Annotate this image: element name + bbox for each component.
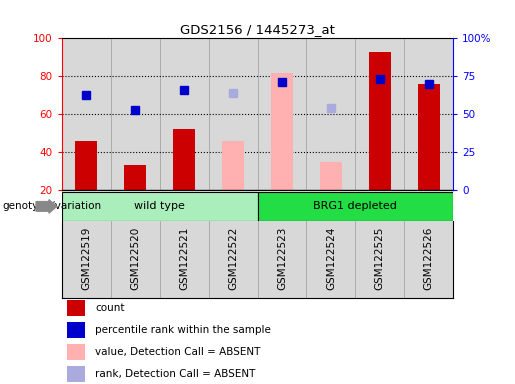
Bar [222, 141, 244, 190]
Text: GSM122525: GSM122525 [375, 227, 385, 290]
Text: GSM122521: GSM122521 [179, 227, 189, 290]
Bar [320, 162, 342, 190]
Text: GSM122523: GSM122523 [277, 227, 287, 290]
Bar [173, 129, 195, 190]
Text: GSM122526: GSM122526 [424, 227, 434, 290]
Text: GSM122520: GSM122520 [130, 227, 140, 290]
Bar [75, 141, 97, 190]
Bar [62, 192, 258, 221]
Title: GDS2156 / 1445273_at: GDS2156 / 1445273_at [180, 23, 335, 36]
Bar [67, 300, 85, 316]
Text: GSM122519: GSM122519 [81, 227, 91, 290]
Bar [418, 84, 440, 190]
Bar [67, 366, 85, 382]
Text: count: count [95, 303, 125, 313]
Bar [369, 52, 391, 190]
Bar [124, 166, 146, 190]
Text: GSM122522: GSM122522 [228, 227, 238, 290]
Bar [67, 322, 85, 338]
Text: GSM122524: GSM122524 [326, 227, 336, 290]
Bar [271, 73, 293, 190]
Text: wild type: wild type [134, 201, 185, 212]
Text: value, Detection Call = ABSENT: value, Detection Call = ABSENT [95, 347, 261, 357]
Bar [258, 192, 453, 221]
Text: BRG1 depleted: BRG1 depleted [314, 201, 397, 212]
Bar [67, 344, 85, 360]
Text: percentile rank within the sample: percentile rank within the sample [95, 325, 271, 335]
Text: genotype/variation: genotype/variation [3, 201, 101, 212]
Text: rank, Detection Call = ABSENT: rank, Detection Call = ABSENT [95, 369, 255, 379]
